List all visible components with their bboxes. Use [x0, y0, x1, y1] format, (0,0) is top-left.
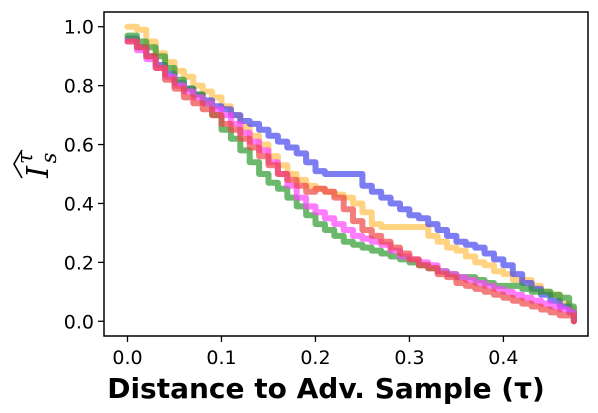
series-layer	[124, 23, 577, 325]
x-tick-label: 0.3	[394, 347, 424, 369]
y-axis-label: I τ s	[13, 149, 61, 179]
y-axis-label-subscript: s	[37, 152, 61, 163]
y-axis-label-hat	[13, 149, 23, 179]
y-tick-label: 0.4	[64, 193, 94, 215]
y-tick-label: 1.0	[64, 17, 94, 39]
x-tick-label: 0.1	[206, 347, 236, 369]
x-tick-label: 0.2	[300, 347, 330, 369]
y-axis-label-superscript: τ	[13, 152, 37, 164]
y-tick-label: 0.0	[64, 311, 94, 333]
x-axis-label: Distance to Adv. Sample (τ)	[107, 372, 545, 405]
y-tick-label: 0.6	[64, 135, 94, 157]
y-axis: 0.0 0.2 0.4 0.6 0.8 1.0	[64, 17, 104, 333]
y-axis-label-main: I	[21, 165, 56, 179]
x-tick-label: 0.0	[112, 347, 142, 369]
series-line-5	[124, 38, 577, 325]
y-tick-label: 0.8	[64, 76, 94, 98]
plot-frame	[103, 11, 589, 337]
x-tick-label: 0.4	[488, 347, 518, 369]
x-axis: 0.0 0.1 0.2 0.3 0.4	[112, 336, 519, 369]
y-tick-label: 0.2	[64, 252, 94, 274]
